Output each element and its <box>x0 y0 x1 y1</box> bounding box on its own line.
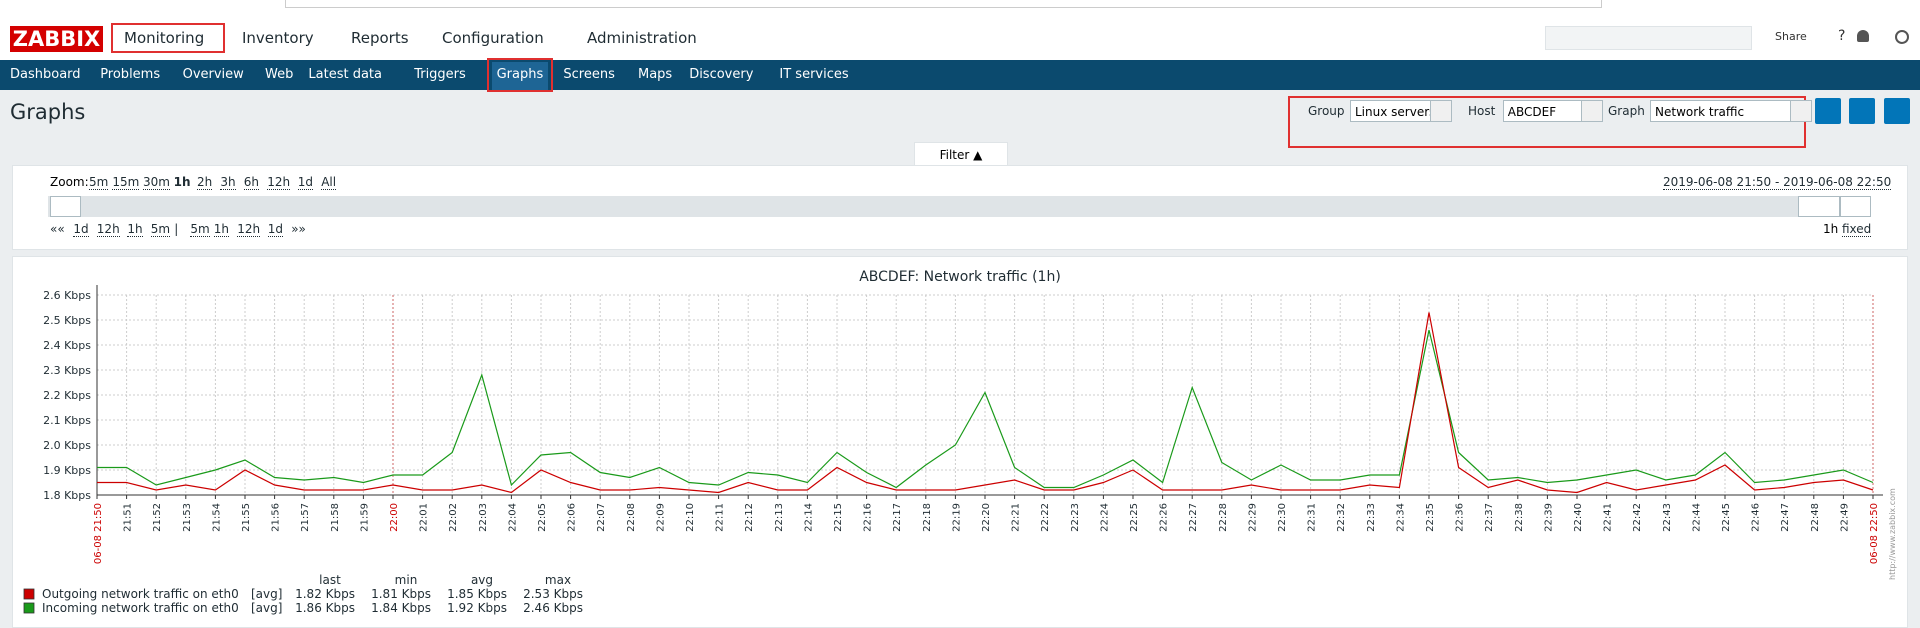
menu-item[interactable]: Administration <box>587 29 697 47</box>
submenu-item[interactable]: Problems <box>100 67 161 82</box>
filter-label: Group <box>1308 104 1345 118</box>
refresh-button[interactable] <box>1849 98 1875 124</box>
nav-link[interactable]: 1h <box>127 222 143 237</box>
share[interactable]: Share <box>1775 30 1807 43</box>
zoom-link[interactable]: 6h <box>243 175 260 190</box>
filter-tab[interactable]: Filter ▲ <box>914 142 1008 167</box>
zoom-link[interactable]: 5m <box>89 175 109 190</box>
dropdown-arrow <box>1580 101 1602 121</box>
submenu-item[interactable]: Overview <box>182 67 244 82</box>
submenu-item[interactable]: Maps <box>638 67 673 82</box>
zoom-link[interactable]: 1d <box>297 175 314 190</box>
nav-link[interactable]: 12h <box>237 222 261 237</box>
nav-link: «« <box>50 222 65 236</box>
submenu-item[interactable]: Web <box>265 67 294 82</box>
scroll-left[interactable] <box>50 196 81 217</box>
fixed[interactable]: fixed <box>1842 222 1872 237</box>
nav-link[interactable]: 12h <box>96 222 120 237</box>
search-box[interactable] <box>1545 26 1752 50</box>
highlight <box>111 23 225 53</box>
nav-link[interactable]: 5m <box>190 222 210 237</box>
header: ZABBIX Share ? <box>0 0 1920 61</box>
filter-label: Graph <box>1608 104 1645 118</box>
zoom-link[interactable]: 15m <box>112 175 140 190</box>
filter-select[interactable]: ABCDEF <box>1502 100 1603 122</box>
nav-link: | <box>174 222 179 236</box>
scrollbar <box>48 196 1868 217</box>
dropdown-arrow <box>1790 101 1811 121</box>
nav-link: »» <box>291 222 306 236</box>
zoom-link[interactable]: 3h <box>220 175 236 190</box>
zoom-link[interactable]: 2h <box>197 175 213 190</box>
highlight <box>1288 96 1806 148</box>
highlight <box>486 58 554 92</box>
submenu-item[interactable]: Discovery <box>689 67 754 82</box>
dropdown-arrow <box>1430 101 1451 121</box>
filter-select[interactable]: Linux servers <box>1350 100 1452 122</box>
browser-bar <box>285 0 1602 8</box>
power-icon[interactable] <box>1895 30 1909 44</box>
user-icon[interactable] <box>1857 30 1869 42</box>
nav-link[interactable]: 1d <box>73 222 89 237</box>
zoom-label: Zoom: <box>50 175 89 189</box>
active-tab <box>491 62 549 90</box>
submenu-item[interactable]: IT services <box>779 67 849 82</box>
filter-select[interactable]: Network traffic <box>1650 100 1812 122</box>
menu-item[interactable]: Reports <box>351 29 409 47</box>
submenu-item[interactable]: Graphs <box>496 67 544 82</box>
submenu <box>0 60 1920 90</box>
nav-link[interactable]: 5m <box>150 222 171 237</box>
submenu-item[interactable]: Triggers <box>414 67 466 82</box>
submenu-item[interactable]: Screens <box>563 67 615 82</box>
help[interactable]: ? <box>1838 28 1846 44</box>
nav-link[interactable]: 1d <box>267 222 284 237</box>
zoom-link[interactable]: 30m <box>143 175 170 190</box>
page-title: Graphs <box>10 100 86 124</box>
zoom-link[interactable]: All <box>321 175 337 190</box>
period: 1h <box>1823 222 1839 236</box>
fullscreen-button[interactable] <box>1884 98 1910 124</box>
submenu-item[interactable]: Latest data <box>308 67 382 82</box>
scroll-handle[interactable] <box>1798 196 1840 217</box>
filter-label: Host <box>1468 104 1496 118</box>
submenu-item[interactable]: Dashboard <box>10 67 81 82</box>
menu-item[interactable]: Monitoring <box>124 29 205 47</box>
graph-panel <box>12 256 1908 628</box>
nav-link[interactable]: 1h <box>213 222 230 237</box>
zoom-link[interactable]: 1h <box>173 175 191 189</box>
menu-item[interactable]: Configuration <box>442 29 544 47</box>
menu-item[interactable]: Inventory <box>242 29 314 47</box>
favourite-button[interactable] <box>1815 98 1841 124</box>
scroll-right[interactable] <box>1840 196 1871 217</box>
time-range[interactable]: 2019-06-08 21:50 - 2019-06-08 22:50 <box>1663 175 1892 190</box>
zoom-link[interactable]: 12h <box>267 175 291 190</box>
logo[interactable]: ZABBIX <box>10 26 103 52</box>
